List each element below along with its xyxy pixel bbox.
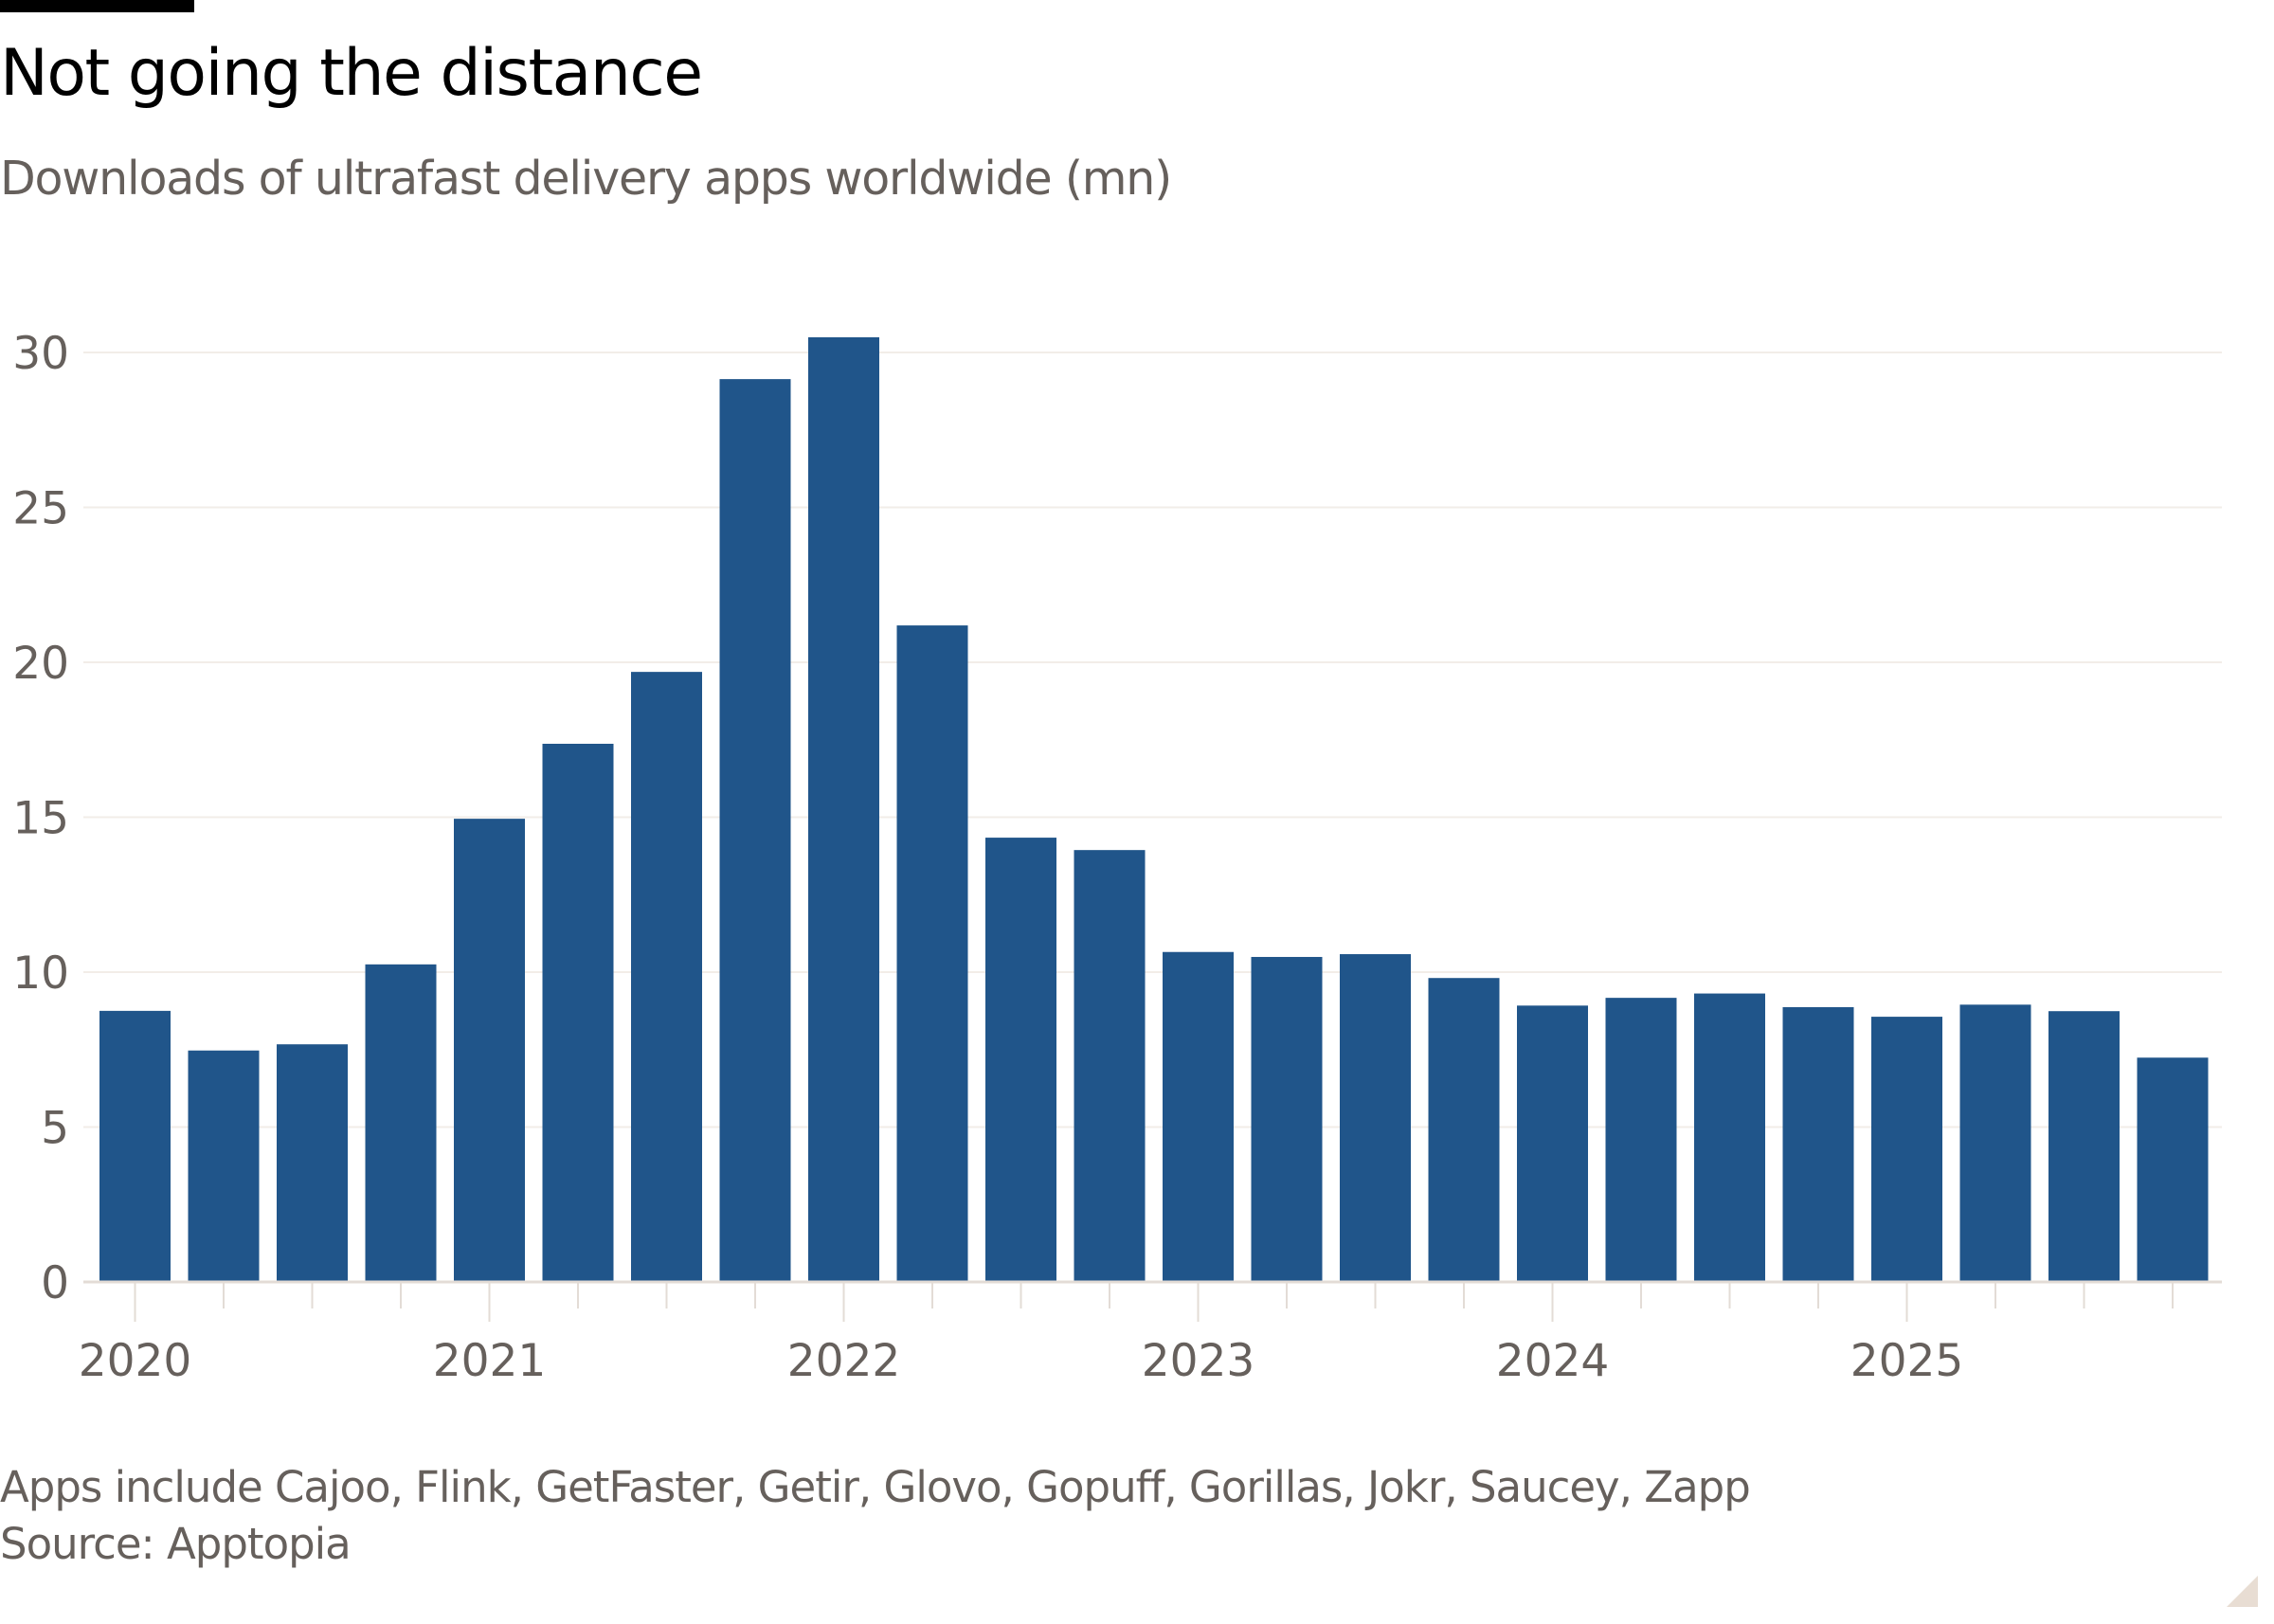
bar-2024-q4 <box>1782 1006 1854 1282</box>
bar-2020-q1 <box>99 1010 171 1282</box>
x-tick-label: 2025 <box>1850 1335 1964 1387</box>
x-axis: 2020 2021 2022 2023 2024 2025 <box>79 1280 2222 1387</box>
x-tick-label: 2022 <box>787 1335 901 1387</box>
top-rule <box>0 0 194 12</box>
bar-2020-q4 <box>365 964 437 1282</box>
bar-2020-q2 <box>188 1050 260 1282</box>
y-tick-label: 5 <box>41 1103 69 1155</box>
bar-2020-q3 <box>277 1044 348 1282</box>
bar-2024-q1 <box>1517 1005 1588 1282</box>
y-tick-label: 30 <box>12 328 69 380</box>
footnote: Apps include Cajoo, Flink, GetFaster, Ge… <box>0 1462 1751 1512</box>
y-tick-label: 20 <box>12 638 69 690</box>
bar-2022-q1 <box>808 336 879 1282</box>
bar-2022-q3 <box>985 838 1056 1282</box>
bar-2021-q4 <box>719 379 791 1282</box>
bar-2024-q2 <box>1605 998 1677 1282</box>
bar-2023-q1 <box>1163 951 1234 1282</box>
bar-2021-q2 <box>542 744 614 1282</box>
bar-2025-q3 <box>2048 1011 2120 1282</box>
bar-2021-q1 <box>454 819 525 1282</box>
y-tick-label: 15 <box>12 793 69 845</box>
x-tick-label: 2023 <box>1142 1335 1255 1387</box>
bars <box>99 336 2209 1282</box>
y-axis-labels: 0 5 10 15 20 25 30 <box>12 328 69 1309</box>
bar-2022-q4 <box>1074 850 1146 1282</box>
footer: Apps include Cajoo, Flink, GetFaster, Ge… <box>0 1459 1751 1573</box>
bar-2023-q4 <box>1428 978 1500 1282</box>
x-tick-label: 2021 <box>433 1335 547 1387</box>
corner-mark-icon <box>2227 1576 2258 1607</box>
bar-2023-q2 <box>1251 956 1323 1282</box>
bar-2022-q2 <box>896 625 968 1282</box>
y-tick-label: 10 <box>12 947 69 1000</box>
chart-title: Not going the distance <box>0 36 703 111</box>
y-tick-label: 25 <box>12 483 69 535</box>
bar-2025-q1 <box>1871 1017 1942 1282</box>
source-note: Source: Apptopia <box>0 1519 352 1569</box>
y-tick-label: 0 <box>41 1257 69 1309</box>
bar-2023-q3 <box>1340 954 1411 1282</box>
gridlines <box>83 352 2222 1128</box>
bar-2025-q4 <box>2137 1057 2209 1282</box>
chart-subtitle: Downloads of ultrafast delivery apps wor… <box>0 152 1172 206</box>
x-tick-label: 2024 <box>1496 1335 1610 1387</box>
bar-2025-q2 <box>1959 1004 2031 1282</box>
x-tick-label: 2020 <box>79 1335 192 1387</box>
bar-2024-q3 <box>1694 993 1765 1282</box>
bar-2021-q3 <box>631 672 702 1282</box>
